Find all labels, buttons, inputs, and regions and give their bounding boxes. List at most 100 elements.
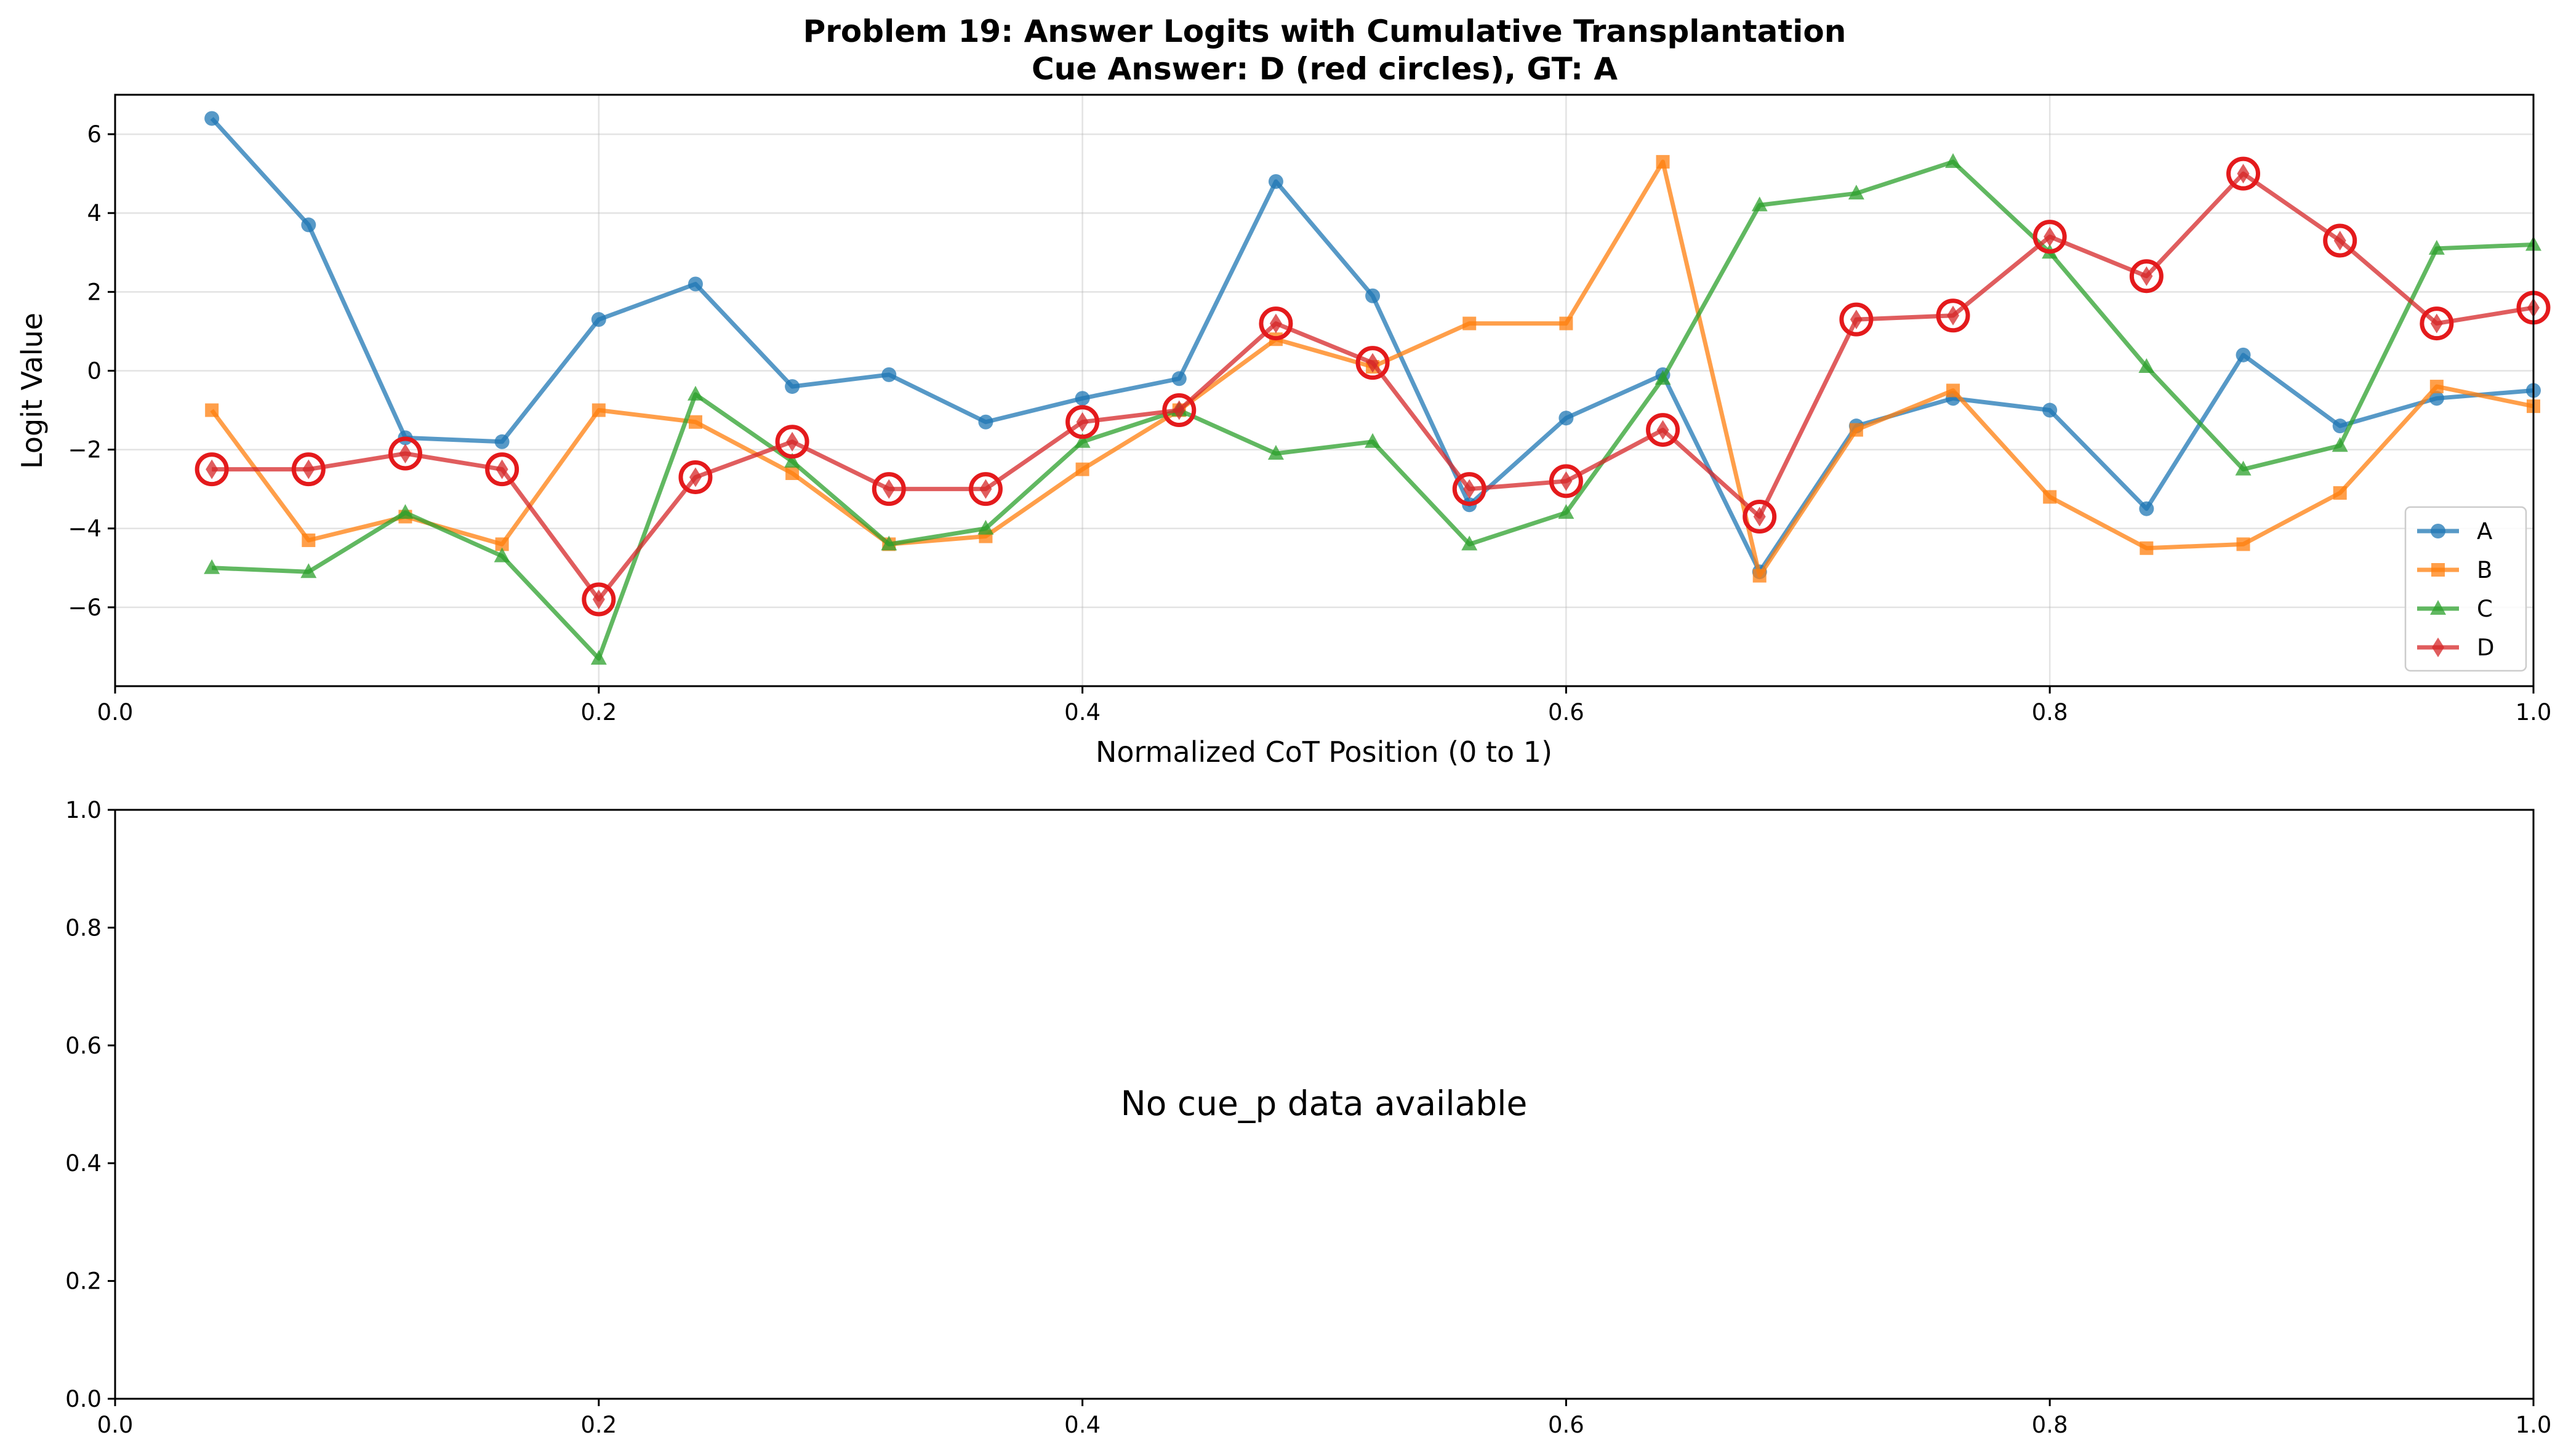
data-point-C bbox=[1365, 433, 1381, 448]
data-point-D bbox=[2333, 231, 2346, 251]
legend-box bbox=[2404, 506, 2527, 672]
data-point-B bbox=[785, 466, 800, 481]
chart-subtitle: Cue Answer: D (red circles), GT: A bbox=[1032, 51, 1618, 87]
series-line-A bbox=[210, 117, 2534, 574]
x-tick-label: 0.0 bbox=[97, 699, 134, 726]
legend-item-C: C bbox=[2417, 596, 2493, 622]
data-point-D bbox=[592, 590, 605, 610]
series-line-D bbox=[212, 171, 2534, 602]
data-point-C bbox=[881, 535, 897, 551]
data-point-C bbox=[2428, 239, 2445, 255]
cue-highlight-circle bbox=[775, 425, 809, 459]
data-point-A bbox=[2332, 418, 2348, 434]
data-point-D bbox=[2140, 266, 2153, 286]
legend-item-A: A bbox=[2417, 518, 2492, 545]
y-tick-label: 0 bbox=[87, 358, 102, 384]
cue-highlight-circle bbox=[1355, 346, 1390, 380]
data-point-C bbox=[204, 559, 220, 574]
legend-label: A bbox=[2477, 518, 2492, 545]
data-point-A bbox=[1075, 391, 1090, 406]
data-point-C bbox=[2138, 358, 2155, 374]
y-tick-label: 1.0 bbox=[65, 797, 102, 823]
data-point-C bbox=[397, 504, 414, 519]
data-point-D bbox=[1173, 400, 1185, 420]
data-point-D bbox=[495, 459, 508, 479]
data-point-A bbox=[978, 414, 993, 430]
data-point-C bbox=[1461, 535, 1478, 551]
legend-marker bbox=[2432, 638, 2444, 657]
legend-marker bbox=[2430, 600, 2446, 615]
y-axis-label: Logit Value bbox=[15, 313, 49, 469]
data-point-B bbox=[2333, 486, 2347, 500]
data-point-D bbox=[1850, 310, 1863, 330]
cue-highlight-circle bbox=[1549, 464, 1583, 498]
data-point-B bbox=[1075, 462, 1089, 476]
cue-highlight-circles bbox=[195, 156, 2551, 617]
data-point-B bbox=[1462, 316, 1477, 330]
cue-highlight-circle bbox=[1259, 306, 1293, 341]
legend-marker bbox=[2431, 563, 2445, 577]
data-point-D bbox=[1560, 471, 1573, 491]
x-tick-label: 0.4 bbox=[1064, 699, 1101, 726]
data-point-C bbox=[2332, 437, 2348, 452]
plot-frame bbox=[114, 809, 2535, 1400]
data-point-B bbox=[688, 415, 702, 429]
data-point-A bbox=[785, 379, 800, 394]
data-point-C bbox=[2235, 460, 2252, 476]
data-point-D bbox=[2044, 226, 2056, 247]
data-point-C bbox=[1074, 433, 1091, 448]
x-tick-label: 0.6 bbox=[1548, 1412, 1584, 1438]
data-point-D bbox=[2430, 313, 2443, 334]
data-point-B bbox=[2043, 490, 2057, 504]
data-point-C bbox=[1558, 504, 1574, 519]
cue-highlight-circle bbox=[1936, 298, 1970, 333]
data-point-A bbox=[881, 367, 897, 382]
y-tick-label: 2 bbox=[87, 279, 102, 305]
cue-highlight-circle bbox=[2420, 306, 2454, 341]
data-point-C bbox=[494, 547, 510, 562]
data-point-A bbox=[1365, 288, 1381, 303]
data-point-D bbox=[302, 459, 315, 479]
y-tick-label: 4 bbox=[87, 200, 102, 226]
data-point-D bbox=[883, 479, 896, 499]
cue-highlight-circle bbox=[872, 472, 906, 506]
data-point-A bbox=[2139, 501, 2154, 516]
x-tick-label: 1.0 bbox=[2516, 1412, 2552, 1438]
data-point-A bbox=[494, 434, 510, 449]
series-C bbox=[204, 153, 2541, 665]
legend-label: D bbox=[2477, 634, 2495, 661]
y-tick-label: 0.8 bbox=[65, 914, 102, 941]
y-tick-label: 0.0 bbox=[65, 1386, 102, 1412]
data-point-B bbox=[2236, 537, 2250, 551]
y-tick-label: −2 bbox=[68, 437, 102, 463]
data-point-C bbox=[1848, 185, 1864, 200]
data-point-C bbox=[1655, 370, 1671, 385]
y-tick-label: −4 bbox=[68, 516, 102, 542]
data-point-A bbox=[204, 111, 220, 126]
data-point-A bbox=[2236, 347, 2251, 362]
data-point-D bbox=[1269, 313, 1282, 334]
data-point-A bbox=[2042, 402, 2058, 418]
data-point-D bbox=[1366, 353, 1379, 373]
data-point-C bbox=[300, 563, 317, 578]
x-tick-label: 0.0 bbox=[97, 1412, 134, 1438]
y-tick-label: −6 bbox=[68, 594, 102, 621]
data-point-C bbox=[1267, 445, 1284, 460]
x-tick-label: 0.4 bbox=[1064, 1412, 1101, 1438]
cue-highlight-circle bbox=[2129, 259, 2164, 294]
x-tick-label: 0.2 bbox=[580, 699, 617, 726]
plot-frame bbox=[114, 94, 2535, 687]
y-tick-label: 0.4 bbox=[65, 1150, 102, 1177]
data-point-A bbox=[2429, 391, 2444, 406]
cue-highlight-circle bbox=[2226, 156, 2261, 191]
data-point-D bbox=[1463, 479, 1476, 499]
data-point-B bbox=[2140, 541, 2154, 555]
cue-highlight-circle bbox=[485, 452, 519, 487]
data-point-B bbox=[1946, 383, 1960, 398]
series-A bbox=[204, 111, 2541, 580]
x-tick-label: 0.8 bbox=[2032, 699, 2068, 726]
y-tick-label: 0.2 bbox=[65, 1268, 102, 1295]
data-point-A bbox=[688, 276, 703, 292]
